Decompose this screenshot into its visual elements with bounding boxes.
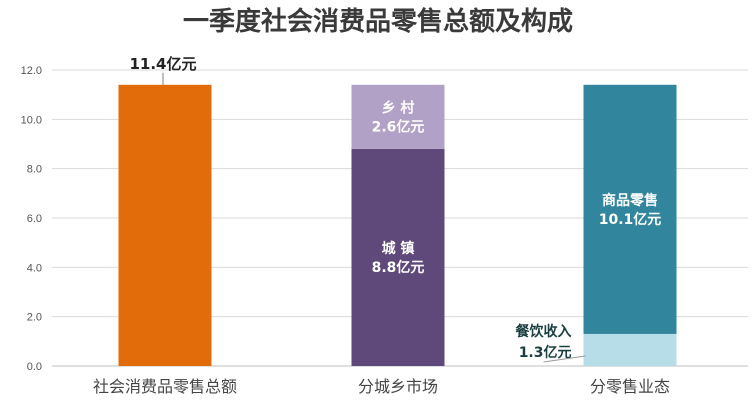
segment-label: 餐饮收入 xyxy=(515,323,572,340)
x-axis: 社会消费品零售总额 分城乡市场 分零售业态 xyxy=(93,377,670,396)
segment-label: 城 镇 xyxy=(382,240,415,257)
segment-label: 商品零售 xyxy=(602,192,658,209)
x-category-label: 分零售业态 xyxy=(590,377,670,396)
y-tick-label: 10.0 xyxy=(21,114,42,126)
bar-segment xyxy=(583,333,677,366)
leader-line xyxy=(543,355,586,363)
chart-title: 一季度社会消费品零售总额及构成 xyxy=(183,6,573,37)
bars xyxy=(118,84,677,367)
y-tick-label: 2.0 xyxy=(27,312,42,324)
y-tick-label: 8.0 xyxy=(27,164,42,176)
segment-label: 2.6亿元 xyxy=(372,118,425,135)
y-tick-label: 4.0 xyxy=(27,262,42,274)
total-label: 11.4亿元 xyxy=(129,55,196,73)
y-tick-label: 6.0 xyxy=(27,213,42,225)
x-category-label: 社会消费品零售总额 xyxy=(93,377,237,396)
segment-label: 10.1亿元 xyxy=(599,211,662,228)
bar-segment xyxy=(351,148,445,366)
y-axis: 0.0 2.0 4.0 6.0 8.0 10.0 12.0 xyxy=(21,65,42,373)
segment-label: 乡 村 xyxy=(382,99,415,116)
bar-segment xyxy=(118,84,212,367)
segment-label: 1.3亿元 xyxy=(519,344,572,361)
segment-label: 8.8亿元 xyxy=(372,259,425,276)
bar-segment xyxy=(583,84,677,334)
y-tick-label: 0.0 xyxy=(27,361,42,373)
x-category-label: 分城乡市场 xyxy=(358,377,438,396)
y-tick-label: 12.0 xyxy=(21,65,42,77)
bar-segment xyxy=(351,84,445,149)
